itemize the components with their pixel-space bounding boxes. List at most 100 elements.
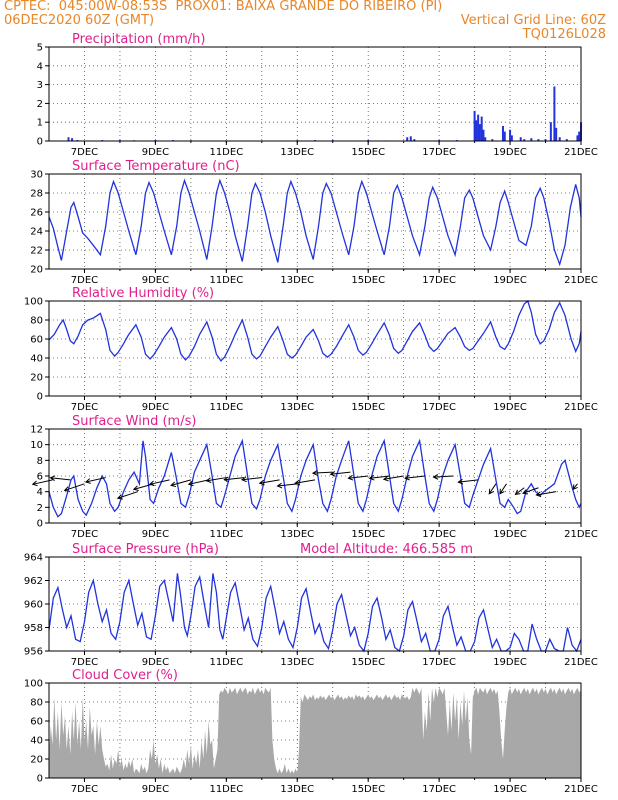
wind-vector-head — [514, 489, 521, 495]
wind-vector — [522, 487, 539, 494]
precip-ytick-label: 3 — [37, 80, 43, 91]
rh-ytick-label: 40 — [30, 354, 43, 365]
temp-xtick-label: 21DEC — [564, 275, 598, 286]
wind-vector-head — [49, 475, 56, 481]
cloud-xtick-label: 15DEC — [351, 784, 385, 795]
precip-bar — [503, 131, 506, 141]
wind-vector — [224, 477, 245, 481]
rh-ytick-label: 20 — [30, 373, 43, 384]
cloud-xtick-label: 11DEC — [209, 784, 243, 795]
wind-vector — [85, 477, 106, 483]
precip-ytick-label: 2 — [37, 99, 43, 110]
press-xtick-label: 15DEC — [351, 657, 385, 668]
precip-bar — [473, 110, 476, 141]
wind-vector — [405, 475, 426, 479]
wind-line — [48, 438, 582, 518]
press-xtick-label: 19DEC — [493, 657, 527, 668]
wind-xtick-label: 13DEC — [280, 529, 314, 540]
wind-xtick-label: 7DEC — [71, 529, 98, 540]
wind-xtick-label: 15DEC — [351, 529, 385, 540]
cloud-xtick-label: 9DEC — [142, 784, 169, 795]
temp-title: Surface Temperature (nC) — [72, 159, 240, 174]
wind-vector-head — [457, 478, 464, 485]
temp-ytick-label: 24 — [30, 227, 43, 238]
rh-xtick-label: 21DEC — [564, 402, 598, 413]
wind-vector-head — [148, 480, 155, 487]
wind-vector — [188, 479, 209, 485]
precip-bar — [565, 139, 568, 141]
wind-vector-head — [240, 476, 247, 483]
temp-ytick-label: 28 — [30, 189, 43, 200]
wind-vector — [170, 479, 192, 486]
wind-vector-head — [432, 474, 439, 480]
wind-xtick-label: 9DEC — [142, 529, 169, 540]
wind-vector — [383, 475, 404, 480]
cloud-xtick-label: 21DEC — [564, 784, 598, 795]
precip-bar — [537, 139, 540, 141]
press-xtick-label: 17DEC — [422, 657, 456, 668]
wind-vector-head — [311, 470, 318, 476]
wind-vector-head — [31, 480, 38, 487]
rh-xtick-label: 11DEC — [209, 402, 243, 413]
rh-xtick-label: 15DEC — [351, 402, 385, 413]
wind-vector — [458, 479, 479, 483]
wind-ytick-label: 6 — [37, 472, 43, 483]
precip-bar — [491, 139, 494, 141]
wind-vector-head — [499, 488, 505, 495]
rh-line — [48, 299, 582, 362]
precip-bar — [509, 129, 512, 141]
press-xtick-label: 13DEC — [280, 657, 314, 668]
press-title: Surface Pressure (hPa) — [72, 542, 219, 557]
cloud-ytick-label: 0 — [37, 774, 43, 785]
precip-ytick-label: 0 — [37, 137, 43, 148]
cloud-title: Cloud Cover (%) — [72, 668, 178, 683]
rh-ytick-label: 80 — [30, 316, 43, 327]
precip-bar — [519, 137, 522, 141]
wind-vector-head — [187, 480, 194, 487]
precip-ytick-label: 5 — [37, 43, 43, 54]
precip-bar — [558, 137, 561, 141]
precip-xtick-label: 21DEC — [564, 147, 598, 158]
precip-bar — [578, 131, 581, 141]
precip-xtick-label: 17DEC — [422, 147, 456, 158]
header-line1: CPTEC: 045:00W-08:53S PROX01: BAIXA GRAN… — [4, 0, 443, 14]
wind-vector-head — [132, 485, 139, 491]
precip-bar — [480, 116, 483, 141]
precip-bar — [553, 86, 556, 141]
cloud-xtick-label: 7DEC — [71, 784, 98, 795]
temp-xtick-label: 9DEC — [142, 275, 169, 286]
press-line — [48, 573, 582, 653]
wind-vector-head — [294, 479, 301, 486]
temp-panel: Surface Temperature (nC) 20 22 24 26 28 30 7DEC… — [30, 159, 598, 286]
precip-bar — [530, 138, 533, 141]
temp-ytick-label: 30 — [30, 170, 43, 181]
temp-xtick-label: 15DEC — [351, 275, 385, 286]
wind-vector-head — [382, 475, 389, 482]
temp-xtick-label: 7DEC — [71, 275, 98, 286]
wind-ytick-label: 4 — [37, 487, 43, 498]
wind-ytick-label: 0 — [37, 519, 43, 530]
precip-bar — [406, 137, 409, 141]
precip-bar — [71, 138, 74, 141]
temp-ytick-label: 22 — [30, 246, 43, 257]
wind-vector-head — [223, 476, 230, 483]
wind-xtick-label: 19DEC — [493, 529, 527, 540]
precip-xtick-label: 7DEC — [71, 147, 98, 158]
press-ytick-label: 956 — [24, 647, 43, 658]
temp-frame — [48, 173, 582, 270]
precip-bar — [67, 137, 70, 141]
cloud-xtick-label: 19DEC — [493, 784, 527, 795]
wind-vector — [499, 483, 507, 495]
precip-bar — [549, 122, 552, 141]
wind-vector-head — [116, 494, 123, 500]
cloud-ytick-label: 20 — [30, 755, 43, 766]
precip-xtick-label: 11DEC — [209, 147, 243, 158]
wind-vector — [206, 477, 227, 482]
wind-vector — [515, 487, 525, 495]
press-ytick-label: 958 — [24, 623, 43, 634]
wind-vector — [348, 475, 369, 479]
wind-vector — [241, 477, 262, 481]
wind-vector-head — [368, 474, 375, 481]
cloud-ytick-label: 40 — [30, 736, 43, 747]
rh-xtick-label: 13DEC — [280, 402, 314, 413]
